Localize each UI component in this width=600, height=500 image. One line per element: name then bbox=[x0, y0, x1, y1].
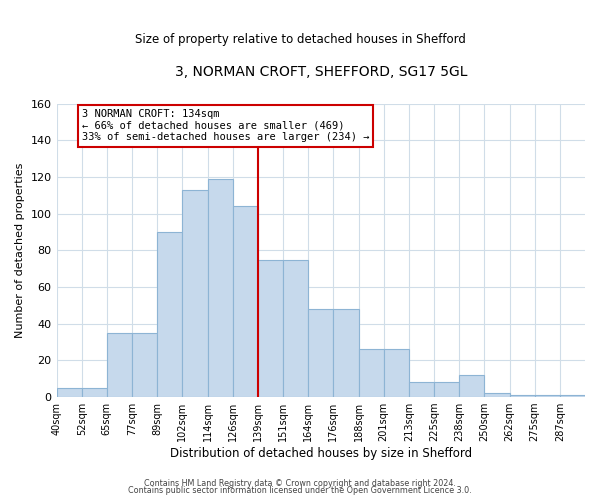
Bar bbox=[459, 375, 484, 397]
Bar bbox=[359, 350, 383, 397]
Bar bbox=[535, 396, 560, 397]
Text: Size of property relative to detached houses in Shefford: Size of property relative to detached ho… bbox=[134, 32, 466, 46]
Bar bbox=[157, 232, 182, 397]
Y-axis label: Number of detached properties: Number of detached properties bbox=[15, 162, 25, 338]
Bar bbox=[560, 396, 585, 397]
Title: 3, NORMAN CROFT, SHEFFORD, SG17 5GL: 3, NORMAN CROFT, SHEFFORD, SG17 5GL bbox=[175, 65, 467, 79]
Bar bbox=[409, 382, 434, 397]
Bar bbox=[509, 396, 535, 397]
Bar bbox=[56, 388, 82, 397]
Text: Contains HM Land Registry data © Crown copyright and database right 2024.: Contains HM Land Registry data © Crown c… bbox=[144, 478, 456, 488]
Bar bbox=[132, 333, 157, 397]
Bar bbox=[233, 206, 258, 397]
Bar bbox=[208, 179, 233, 397]
Bar bbox=[383, 350, 409, 397]
Bar bbox=[308, 309, 334, 397]
Bar bbox=[334, 309, 359, 397]
Bar bbox=[182, 190, 208, 397]
Bar bbox=[484, 394, 509, 397]
X-axis label: Distribution of detached houses by size in Shefford: Distribution of detached houses by size … bbox=[170, 447, 472, 460]
Bar bbox=[107, 333, 132, 397]
Text: 3 NORMAN CROFT: 134sqm
← 66% of detached houses are smaller (469)
33% of semi-de: 3 NORMAN CROFT: 134sqm ← 66% of detached… bbox=[82, 110, 369, 142]
Bar bbox=[82, 388, 107, 397]
Bar bbox=[258, 260, 283, 397]
Text: Contains public sector information licensed under the Open Government Licence 3.: Contains public sector information licen… bbox=[128, 486, 472, 495]
Bar bbox=[283, 260, 308, 397]
Bar bbox=[434, 382, 459, 397]
